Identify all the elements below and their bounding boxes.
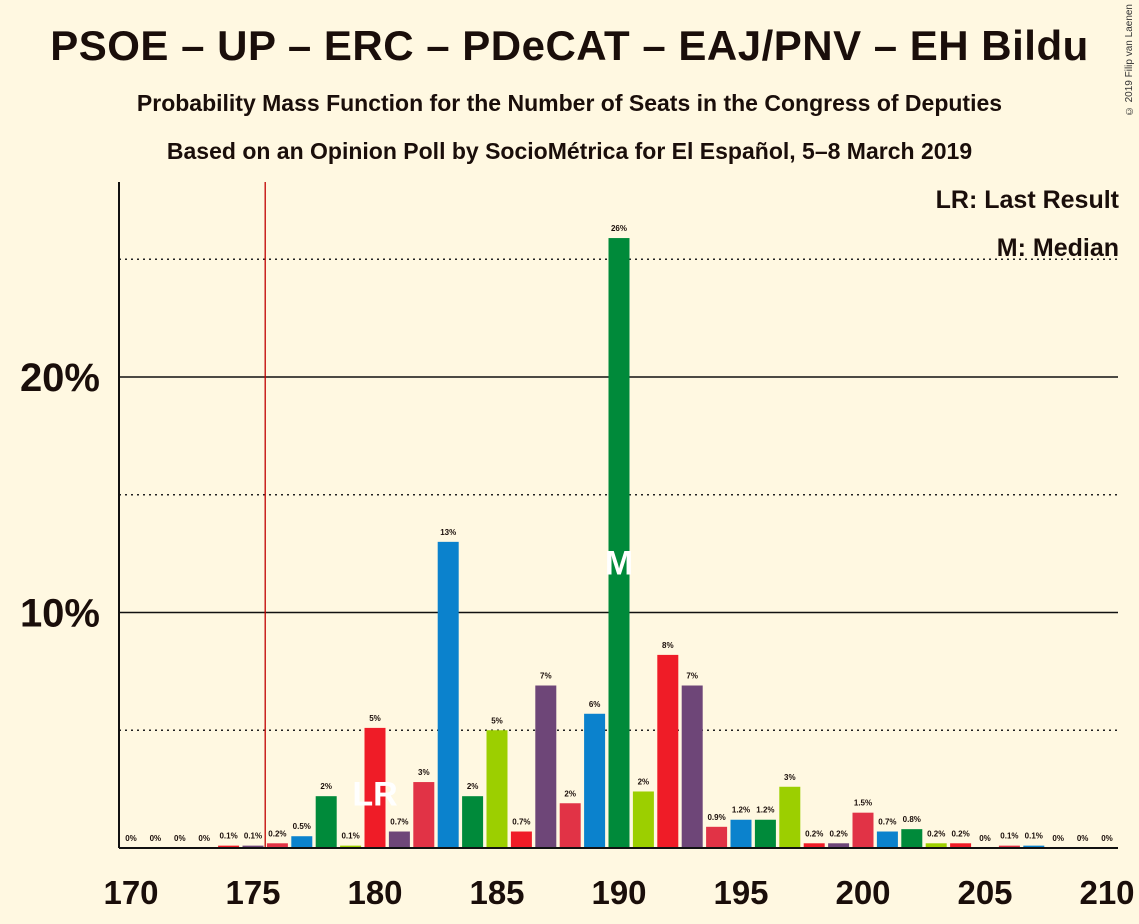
bar-seat-196 <box>754 819 776 848</box>
x-tick-label: 205 <box>957 874 1012 911</box>
x-tick-label: 180 <box>347 874 402 911</box>
bar-value-label: 8% <box>662 641 674 650</box>
bar-value-label: 0% <box>1052 834 1064 843</box>
bar-value-label: 0.7% <box>878 818 896 827</box>
bar-value-label: 7% <box>540 672 552 681</box>
last-result-marker: LR <box>352 775 397 813</box>
bar-value-label: 0.2% <box>927 829 945 838</box>
bar-value-label: 0.1% <box>1025 832 1043 841</box>
bar-seat-185 <box>486 730 508 848</box>
bar-seat-202 <box>901 829 923 848</box>
median-marker: M <box>605 545 633 583</box>
bar-value-label: 0.1% <box>1000 832 1018 841</box>
bar-value-label: 0.2% <box>805 829 823 838</box>
bar-seat-186 <box>510 831 532 848</box>
bar-seat-180 <box>364 727 386 848</box>
bar-seat-207 <box>1023 845 1045 848</box>
bar-seat-175 <box>242 845 264 848</box>
bar-seat-193 <box>681 685 703 848</box>
bar-seat-181 <box>388 831 410 848</box>
bar-seat-187 <box>535 685 557 848</box>
bar-seat-183 <box>437 541 459 848</box>
bar-value-label: 0% <box>979 834 991 843</box>
x-tick-label: 195 <box>713 874 768 911</box>
x-tick-label: 190 <box>591 874 646 911</box>
bar-seat-179 <box>340 845 362 848</box>
bar-value-label: 0.9% <box>707 813 725 822</box>
bar-seat-198 <box>803 843 825 848</box>
bar-value-label: 0.8% <box>903 815 921 824</box>
x-tick-label: 185 <box>469 874 524 911</box>
bar-value-label: 0.1% <box>244 832 262 841</box>
bar-seat-190 <box>608 238 630 848</box>
bar-value-label: 6% <box>589 700 601 709</box>
chart-subtitle-source: Based on an Opinion Poll by SocioMétrica… <box>166 138 973 164</box>
bar-value-label: 0.2% <box>268 829 286 838</box>
x-tick-label: 210 <box>1079 874 1134 911</box>
x-tick-label: 175 <box>225 874 280 911</box>
bar-value-label: 26% <box>611 224 627 233</box>
bar-value-label: 3% <box>418 768 430 777</box>
bar-seat-195 <box>730 819 752 848</box>
chart-subtitle: Probability Mass Function for the Number… <box>136 90 1003 116</box>
bar-seat-188 <box>559 803 581 848</box>
bar-value-label: 1.2% <box>732 806 750 815</box>
bar-value-label: 0% <box>1101 834 1113 843</box>
bar-seat-203 <box>925 843 947 848</box>
bar-value-label: 0% <box>1077 834 1089 843</box>
bar-value-label: 0.2% <box>951 829 969 838</box>
legend-last-result: LR: Last Result <box>935 186 1119 214</box>
bar-value-label: 5% <box>491 716 503 725</box>
bar-value-label: 1.2% <box>756 806 774 815</box>
bar-value-label: 0.2% <box>829 829 847 838</box>
bar-seat-197 <box>779 786 801 848</box>
bar-value-label: 3% <box>784 773 796 782</box>
bar-seat-177 <box>291 836 313 848</box>
x-tick-label: 200 <box>835 874 890 911</box>
bar-seat-204 <box>950 843 972 848</box>
bar-seat-176 <box>266 843 288 848</box>
bar-value-label: 0.7% <box>512 818 530 827</box>
bar-seat-206 <box>998 845 1020 848</box>
bar-seat-191 <box>632 791 654 848</box>
bar-seat-182 <box>413 782 435 848</box>
y-tick-label: 20% <box>20 356 100 400</box>
bar-value-label: 5% <box>369 714 381 723</box>
bar-seat-178 <box>315 796 337 848</box>
bar-seat-184 <box>462 796 484 848</box>
bar-seat-200 <box>852 812 874 848</box>
bar-value-label: 13% <box>440 528 456 537</box>
legend-median: M: Median <box>996 234 1119 262</box>
bar-value-label: 0% <box>125 834 137 843</box>
y-tick-label: 10% <box>20 592 100 636</box>
bar-value-label: 2% <box>467 782 479 791</box>
bar-value-label: 0.5% <box>293 822 311 831</box>
bar-seat-189 <box>584 713 606 848</box>
bar-seat-199 <box>828 843 850 848</box>
bar-seat-201 <box>876 831 898 848</box>
bar-value-label: 2% <box>320 782 332 791</box>
bar-value-label: 0.7% <box>390 818 408 827</box>
bar-seat-174 <box>218 845 240 848</box>
bar-seat-192 <box>657 654 679 848</box>
bar-value-label: 7% <box>686 672 698 681</box>
bar-value-label: 2% <box>564 789 576 798</box>
chart-title: PSOE – UP – ERC – PDeCAT – EAJ/PNV – EH … <box>50 22 1089 69</box>
bar-value-label: 1.5% <box>854 799 872 808</box>
bar-value-label: 0% <box>174 834 186 843</box>
bar-value-label: 0.1% <box>219 832 237 841</box>
bar-value-label: 0.1% <box>341 832 359 841</box>
bar-value-label: 0% <box>198 834 210 843</box>
bar-value-label: 0% <box>150 834 162 843</box>
x-tick-label: 170 <box>103 874 158 911</box>
bar-seat-194 <box>706 826 728 848</box>
bar-value-label: 2% <box>638 777 650 786</box>
